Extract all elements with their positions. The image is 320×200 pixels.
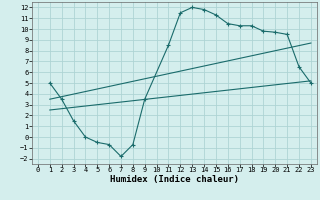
- X-axis label: Humidex (Indice chaleur): Humidex (Indice chaleur): [110, 175, 239, 184]
